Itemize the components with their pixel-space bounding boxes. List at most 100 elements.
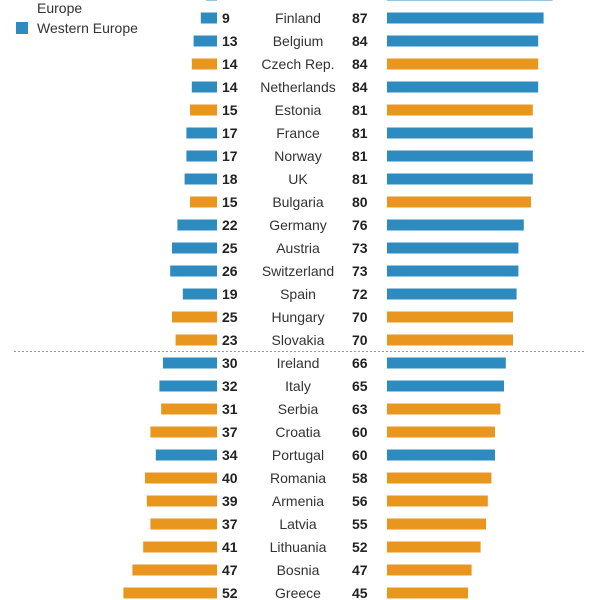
right-bar xyxy=(387,403,501,415)
right-value-label: 87 xyxy=(352,10,368,26)
right-bar xyxy=(387,265,519,277)
country-label: Slovakia xyxy=(272,332,325,348)
country-label: Switzerland xyxy=(262,263,334,279)
left-value-label: 32 xyxy=(222,378,238,394)
left-bar xyxy=(191,58,217,70)
left-bar xyxy=(172,311,217,323)
left-bar xyxy=(193,35,217,47)
country-label: Finland xyxy=(275,10,321,26)
right-value-label: 81 xyxy=(352,125,368,141)
country-label: Bosnia xyxy=(277,562,320,578)
country-label: Greece xyxy=(275,585,321,600)
right-bar xyxy=(387,35,539,47)
country-label: Bulgaria xyxy=(272,194,324,210)
right-value-label: 52 xyxy=(352,539,368,555)
country-label: Austria xyxy=(276,240,320,256)
left-value-label: 37 xyxy=(222,516,238,532)
right-bar xyxy=(387,219,524,231)
left-value-label: 17 xyxy=(222,148,238,164)
left-value-label: 26 xyxy=(222,263,238,279)
left-bar xyxy=(150,518,217,530)
country-label: Armenia xyxy=(272,493,324,509)
left-bar xyxy=(159,380,217,392)
country-label: Latvia xyxy=(279,516,317,532)
legend-swatch-west xyxy=(16,22,28,34)
left-value-label: 52 xyxy=(222,585,238,600)
right-bar xyxy=(387,288,517,300)
left-bar xyxy=(191,81,217,93)
left-value-label: 23 xyxy=(222,332,238,348)
left-value-label: 14 xyxy=(222,56,238,72)
right-value-label: 70 xyxy=(352,309,368,325)
country-label: Netherlands xyxy=(260,79,336,95)
left-value-label: 9 xyxy=(222,10,230,26)
left-value-label: 34 xyxy=(222,447,238,463)
left-bar xyxy=(146,495,217,507)
left-bar xyxy=(184,173,217,185)
country-label: Hungary xyxy=(272,309,325,325)
right-value-label: 73 xyxy=(352,240,368,256)
country-label: France xyxy=(276,125,320,141)
right-bar xyxy=(387,127,533,139)
right-bar xyxy=(387,426,495,438)
right-bar xyxy=(387,242,519,254)
left-value-label: 37 xyxy=(222,424,238,440)
left-bar xyxy=(190,196,217,208)
left-bar xyxy=(186,150,217,162)
right-value-label: 66 xyxy=(352,355,368,371)
left-value-label: 25 xyxy=(222,240,238,256)
left-value-label: 17 xyxy=(222,125,238,141)
country-label: Estonia xyxy=(275,102,322,118)
left-value-label: 40 xyxy=(222,470,238,486)
right-value-label: 45 xyxy=(352,585,368,600)
left-value-label: 25 xyxy=(222,309,238,325)
country-label: Czech Rep. xyxy=(261,56,334,72)
country-label: Lithuania xyxy=(270,539,327,555)
right-bar xyxy=(387,334,513,346)
left-bar xyxy=(175,334,217,346)
country-label: Germany xyxy=(269,217,327,233)
left-bar xyxy=(132,564,217,576)
right-bar xyxy=(387,449,495,461)
right-bar xyxy=(387,380,504,392)
left-value-label: 13 xyxy=(222,33,238,49)
right-bar xyxy=(387,0,553,1)
left-value-label: 31 xyxy=(222,401,238,417)
country-label: Romania xyxy=(270,470,326,486)
right-bar xyxy=(387,196,531,208)
left-bar xyxy=(190,104,217,116)
right-value-label: 84 xyxy=(352,56,368,72)
right-bar xyxy=(387,518,486,530)
right-value-label: 63 xyxy=(352,401,368,417)
right-value-label: 58 xyxy=(352,470,368,486)
country-label: Croatia xyxy=(275,424,320,440)
left-bar xyxy=(172,242,217,254)
left-bar xyxy=(200,12,217,24)
right-bar xyxy=(387,173,533,185)
country-label: UK xyxy=(288,171,308,187)
left-value-label: 19 xyxy=(222,286,238,302)
left-value-label: 14 xyxy=(222,79,238,95)
right-value-label: 84 xyxy=(352,79,368,95)
right-bar xyxy=(387,58,539,70)
country-label: Denmark xyxy=(270,0,328,3)
left-value-label: 22 xyxy=(222,217,238,233)
left-bar xyxy=(123,587,217,599)
right-value-label: 47 xyxy=(352,562,368,578)
left-bar xyxy=(161,403,217,415)
right-value-label: 81 xyxy=(352,102,368,118)
right-value-label: 81 xyxy=(352,171,368,187)
right-value-label: 65 xyxy=(352,378,368,394)
country-label: Serbia xyxy=(278,401,319,417)
right-value-label: 73 xyxy=(352,263,368,279)
right-bar xyxy=(387,311,513,323)
country-label: Norway xyxy=(274,148,321,164)
legend-label-west: Western Europe xyxy=(37,20,138,36)
right-value-label: 81 xyxy=(352,148,368,164)
left-value-label: 47 xyxy=(222,562,238,578)
right-bar xyxy=(387,587,468,599)
legend-label-east: Europe xyxy=(37,0,82,16)
country-label: Belgium xyxy=(273,33,324,49)
country-label: Ireland xyxy=(277,355,320,371)
